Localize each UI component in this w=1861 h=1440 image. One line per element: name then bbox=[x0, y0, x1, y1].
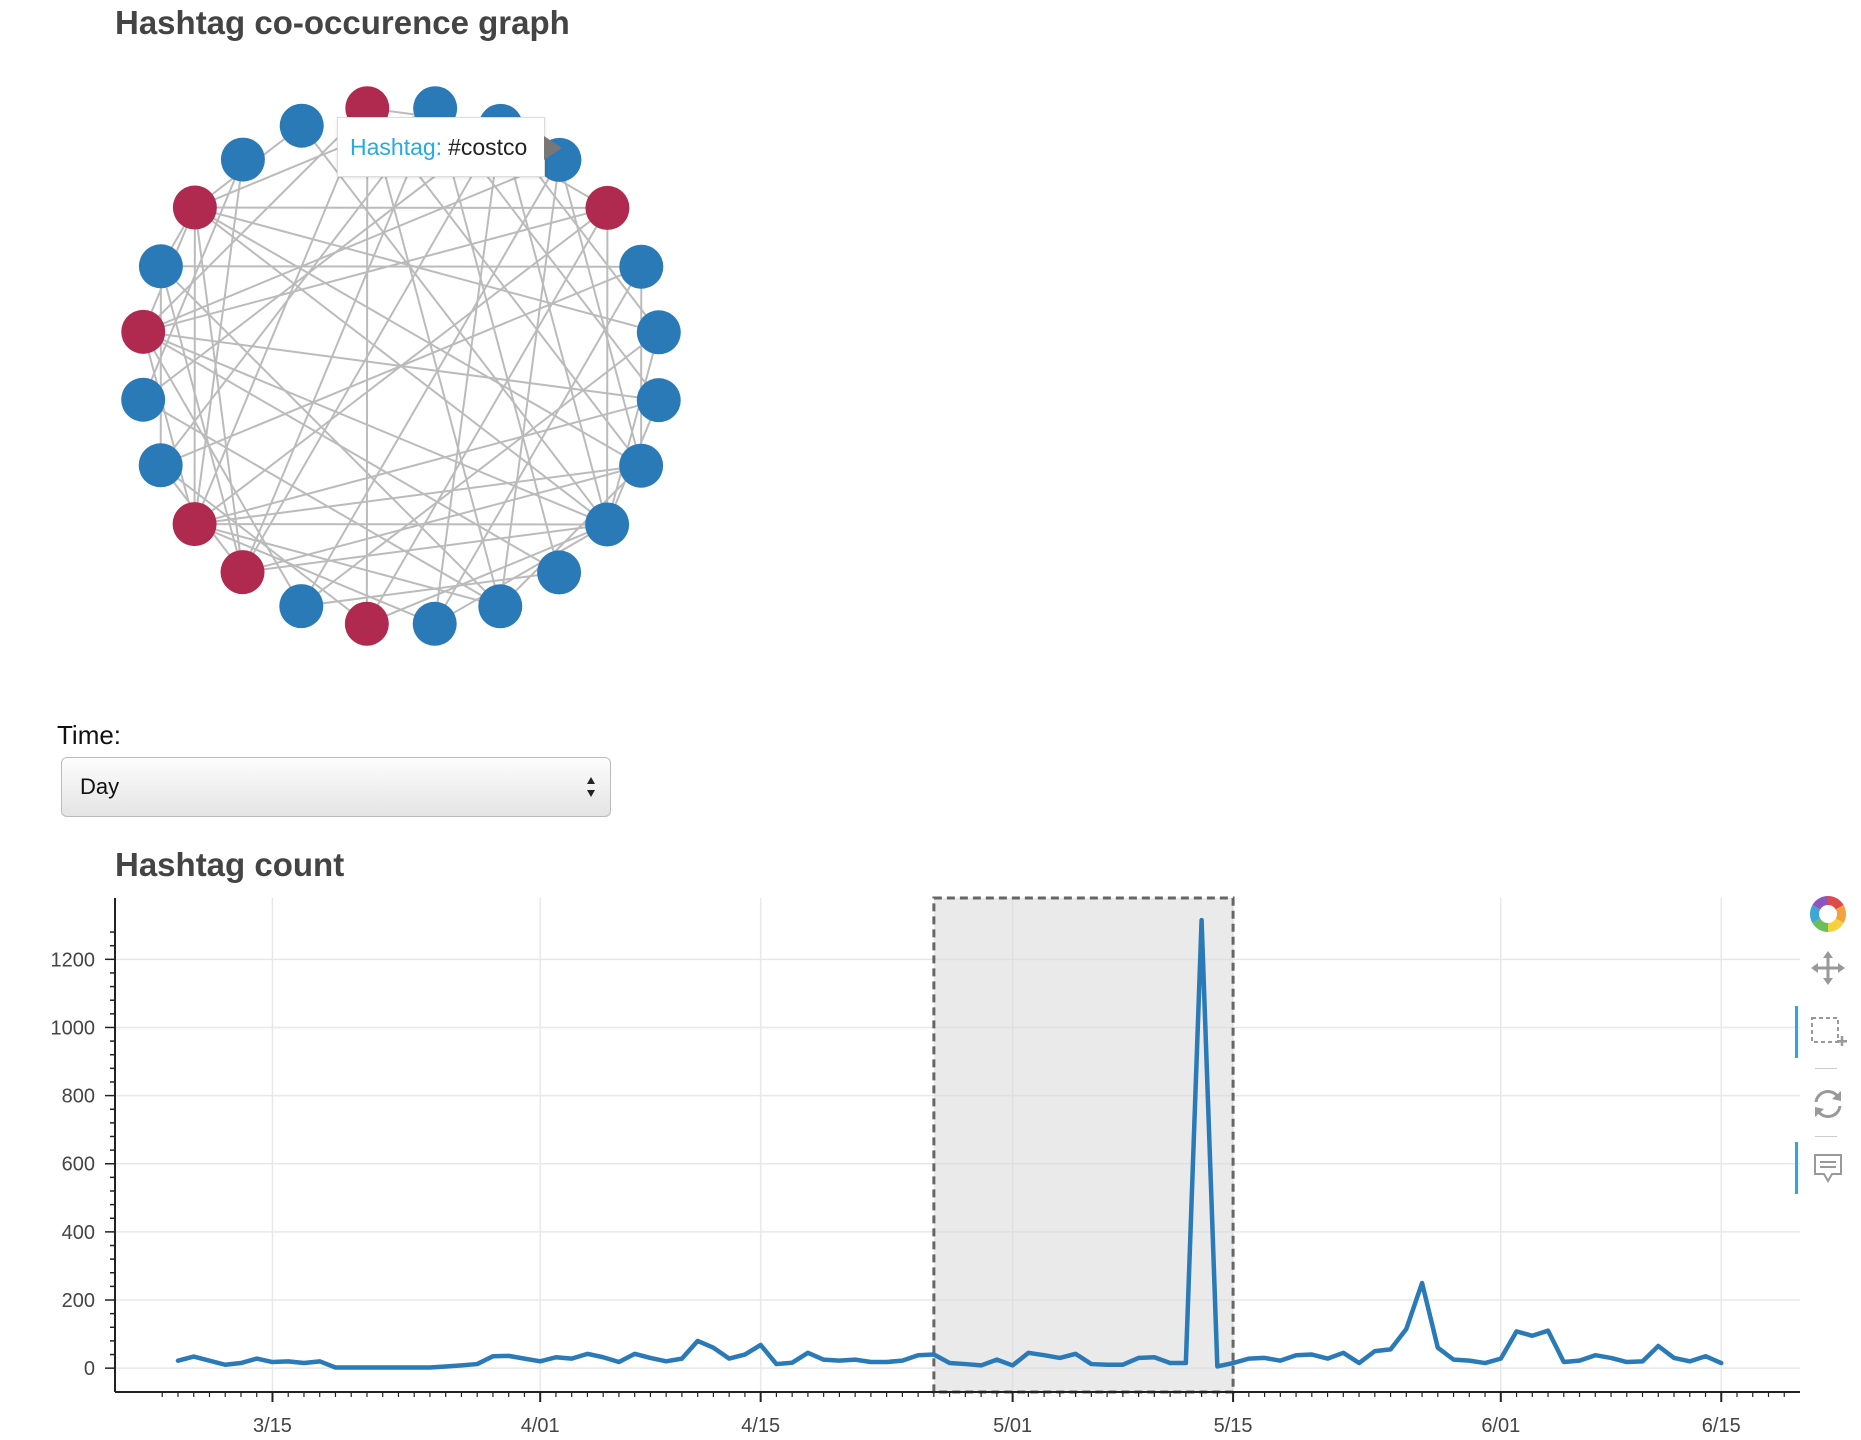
graph-node bbox=[537, 550, 581, 594]
graph-edge bbox=[367, 108, 500, 606]
graph-edges bbox=[143, 108, 659, 624]
graph-edge bbox=[501, 126, 607, 525]
reset-icon bbox=[1809, 1085, 1847, 1123]
graph-node bbox=[121, 378, 165, 422]
graph-node bbox=[585, 502, 629, 546]
count-chart-title: Hashtag count bbox=[115, 846, 344, 884]
graph-node bbox=[345, 602, 389, 646]
tooltip-arrow-icon bbox=[544, 136, 562, 160]
x-tick-label: 5/01 bbox=[993, 1415, 1032, 1437]
bokeh-logo-button[interactable] bbox=[1795, 888, 1861, 940]
chart-toolbar bbox=[1795, 888, 1861, 1208]
tooltip-value: #costco bbox=[448, 134, 527, 161]
graph-edge bbox=[143, 160, 559, 332]
graph-node bbox=[221, 138, 265, 182]
x-tick-label: 4/01 bbox=[521, 1415, 560, 1437]
time-select[interactable]: Day bbox=[61, 757, 611, 817]
hashtag-count-chart[interactable]: 0 200 400 600 800 1000 1200 3/15 4/01 4/15 5/01 5/1… bbox=[0, 880, 1800, 1440]
graph-node bbox=[478, 584, 522, 628]
graph-edge bbox=[143, 208, 607, 332]
graph-node bbox=[280, 104, 324, 148]
graph-node bbox=[619, 245, 663, 289]
pan-icon bbox=[1810, 950, 1846, 986]
graph-edge bbox=[195, 208, 641, 466]
graph-node bbox=[173, 502, 217, 546]
box-zoom-button[interactable] bbox=[1795, 1006, 1861, 1058]
hover-button[interactable] bbox=[1795, 1142, 1861, 1194]
graph-node bbox=[619, 444, 663, 488]
graph-edge bbox=[607, 332, 659, 524]
y-tick-label: 0 bbox=[84, 1358, 95, 1380]
bokeh-logo-icon bbox=[1806, 892, 1850, 936]
graph-node bbox=[221, 550, 265, 594]
graph-node bbox=[637, 310, 681, 354]
x-tick-label: 4/15 bbox=[741, 1415, 780, 1437]
pan-button[interactable] bbox=[1795, 942, 1861, 994]
graph-node bbox=[139, 244, 183, 288]
graph-edge bbox=[143, 332, 607, 525]
select-arrows-icon bbox=[586, 775, 596, 799]
graph-edge bbox=[195, 400, 659, 524]
cooccurrence-graph[interactable] bbox=[0, 0, 720, 700]
graph-node bbox=[279, 584, 323, 628]
graph-node bbox=[585, 186, 629, 230]
box-zoom-icon bbox=[1809, 1013, 1847, 1051]
graph-node bbox=[121, 310, 165, 354]
y-tick-label: 400 bbox=[62, 1222, 95, 1244]
graph-node bbox=[413, 602, 457, 646]
x-tick-label: 6/01 bbox=[1481, 1415, 1520, 1437]
y-tick-label: 1200 bbox=[51, 949, 96, 971]
toolbar-separator bbox=[1815, 1068, 1837, 1069]
time-select-value: Day bbox=[80, 774, 119, 800]
graph-edge bbox=[195, 466, 642, 524]
hashtag-tooltip: Hashtag: #costco bbox=[337, 117, 545, 177]
tooltip-label: Hashtag: bbox=[350, 134, 442, 161]
time-label: Time: bbox=[57, 720, 121, 751]
y-tick-label: 600 bbox=[62, 1154, 95, 1176]
graph-node bbox=[173, 186, 217, 230]
y-tick-label: 1000 bbox=[51, 1017, 96, 1039]
x-tick-label: 5/15 bbox=[1214, 1415, 1253, 1437]
toolbar-separator bbox=[1815, 1136, 1837, 1137]
y-tick-label: 200 bbox=[62, 1290, 95, 1312]
x-tick-label: 3/15 bbox=[253, 1415, 292, 1437]
hover-icon bbox=[1811, 1151, 1845, 1185]
graph-node bbox=[637, 378, 681, 422]
graph-node bbox=[139, 443, 183, 487]
x-tick-label: 6/15 bbox=[1702, 1415, 1741, 1437]
graph-edge bbox=[243, 466, 642, 572]
y-tick-label: 800 bbox=[62, 1086, 95, 1108]
reset-button[interactable] bbox=[1795, 1078, 1861, 1130]
graph-edge bbox=[301, 160, 559, 606]
